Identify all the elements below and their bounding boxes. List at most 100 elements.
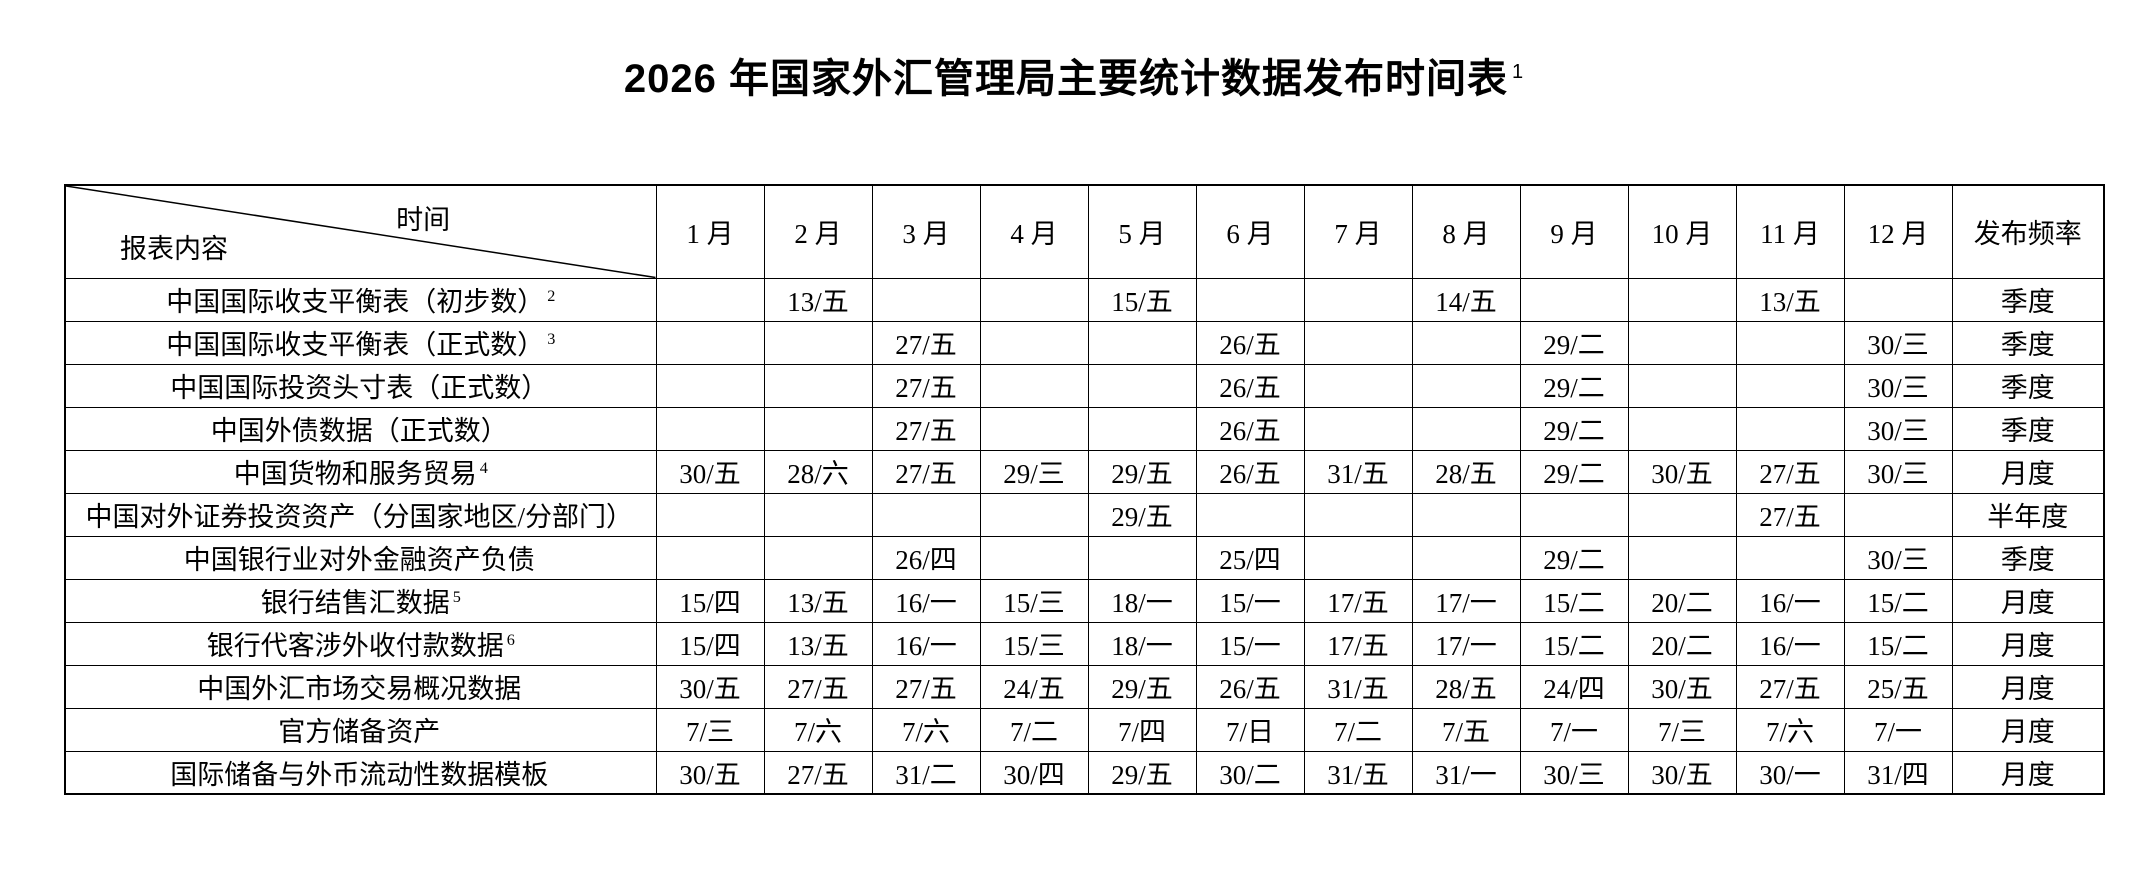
date-cell: 30/五	[1627, 750, 1737, 795]
date-cell: 24/五	[979, 664, 1089, 709]
date-cell: 15/二	[1843, 621, 1953, 666]
date-cell: 15/二	[1519, 578, 1629, 623]
date-cell	[1735, 535, 1845, 580]
month-header-10: 10 月	[1627, 184, 1737, 279]
row-label-text: 中国国际收支平衡表（初步数）	[166, 287, 545, 317]
month-header-3: 3 月	[871, 184, 981, 279]
frequency-cell: 月度	[1951, 664, 2105, 709]
date-cell: 31/一	[1411, 750, 1521, 795]
date-cell: 16/一	[1735, 621, 1845, 666]
date-cell: 25/五	[1843, 664, 1953, 709]
date-cell: 26/四	[871, 535, 981, 580]
date-cell: 27/五	[871, 449, 981, 494]
date-cell	[1627, 320, 1737, 365]
date-cell: 30/五	[1627, 449, 1737, 494]
frequency-cell: 季度	[1951, 363, 2105, 408]
frequency-cell: 季度	[1951, 277, 2105, 322]
frequency-cell: 月度	[1951, 449, 2105, 494]
date-cell: 30/五	[655, 664, 765, 709]
date-cell: 13/五	[1735, 277, 1845, 322]
date-cell: 7/一	[1519, 707, 1629, 752]
row-label: 中国国际收支平衡表（初步数） 2	[64, 277, 657, 322]
date-cell	[871, 277, 981, 322]
row-label-text: 中国对外证券投资资产（分国家地区/分部门）	[85, 502, 633, 532]
frequency-cell: 月度	[1951, 578, 2105, 623]
corner-time-label: 时间	[396, 205, 451, 235]
date-cell: 15/二	[1519, 621, 1629, 666]
date-cell: 29/二	[1519, 406, 1629, 451]
row-label-text: 国际储备与外币流动性数据模板	[170, 759, 549, 790]
date-cell	[1087, 363, 1197, 408]
date-cell	[655, 363, 765, 408]
date-cell	[1843, 492, 1953, 537]
row-label-text: 中国外汇市场交易概况数据	[197, 674, 522, 704]
date-cell: 25/四	[1195, 535, 1305, 580]
month-header-12: 12 月	[1843, 184, 1953, 279]
date-cell	[763, 363, 873, 408]
month-header-1: 1 月	[655, 184, 765, 279]
month-header-6: 6 月	[1195, 184, 1305, 279]
date-cell: 18/一	[1087, 578, 1197, 623]
date-cell	[763, 320, 873, 365]
date-cell: 27/五	[871, 320, 981, 365]
date-cell	[1411, 492, 1521, 537]
date-cell	[1627, 277, 1737, 322]
table-row: 中国外债数据（正式数） 27/五 26/五 29/二 30/三 季度	[64, 406, 2105, 451]
corner-report-content-label: 报表内容	[120, 233, 228, 264]
date-cell	[1195, 492, 1305, 537]
date-cell: 29/五	[1087, 664, 1197, 709]
date-cell	[1519, 277, 1629, 322]
row-label: 中国国际投资头寸表（正式数）	[64, 363, 657, 408]
row-label: 中国银行业对外金融资产负债	[64, 535, 657, 580]
date-cell	[1627, 363, 1737, 408]
date-cell	[1087, 535, 1197, 580]
date-cell	[1411, 363, 1521, 408]
date-cell	[655, 277, 765, 322]
date-cell	[1303, 492, 1413, 537]
table-row: 中国货物和服务贸易 4 30/五 28/六 27/五 29/三 29/五 26/五 31/五 28…	[64, 449, 2105, 494]
date-cell: 30/三	[1843, 449, 1953, 494]
row-label: 银行结售汇数据 5	[64, 578, 657, 623]
date-cell	[1303, 535, 1413, 580]
frequency-cell: 月度	[1951, 707, 2105, 752]
date-cell: 27/五	[1735, 492, 1845, 537]
page-title: 2026 年国家外汇管理局主要统计数据发布时间表 1	[0, 46, 2148, 104]
date-cell: 30/三	[1843, 535, 1953, 580]
date-cell: 13/五	[763, 277, 873, 322]
date-cell: 31/二	[871, 750, 981, 795]
date-cell	[1735, 406, 1845, 451]
row-label-text: 官方储备资产	[278, 717, 441, 747]
date-cell: 28/六	[763, 449, 873, 494]
date-cell: 17/五	[1303, 578, 1413, 623]
date-cell	[1627, 406, 1737, 451]
date-cell: 30/三	[1519, 750, 1629, 795]
date-cell: 27/五	[871, 363, 981, 408]
frequency-cell: 月度	[1951, 750, 2105, 795]
date-cell	[763, 492, 873, 537]
row-label: 中国对外证券投资资产（分国家地区/分部门）	[64, 492, 657, 537]
date-cell	[1195, 277, 1305, 322]
date-cell: 29/五	[1087, 449, 1197, 494]
footnote-marker: 6	[506, 631, 515, 649]
month-header-4: 4 月	[979, 184, 1089, 279]
date-cell: 7/日	[1195, 707, 1305, 752]
row-label: 中国外债数据（正式数）	[64, 406, 657, 451]
date-cell: 30/三	[1843, 363, 1953, 408]
date-cell: 7/二	[979, 707, 1089, 752]
month-header-9: 9 月	[1519, 184, 1629, 279]
row-label: 中国外汇市场交易概况数据	[64, 664, 657, 709]
title-footnote-marker: 1	[1511, 60, 1525, 83]
date-cell: 14/五	[1411, 277, 1521, 322]
month-header-5: 5 月	[1087, 184, 1197, 279]
date-cell	[979, 320, 1089, 365]
row-label-text: 中国外债数据（正式数）	[210, 416, 508, 446]
date-cell: 29/二	[1519, 363, 1629, 408]
date-cell: 15/三	[979, 578, 1089, 623]
date-cell	[655, 406, 765, 451]
date-cell	[1843, 277, 1953, 322]
date-cell: 7/四	[1087, 707, 1197, 752]
frequency-cell: 季度	[1951, 406, 2105, 451]
date-cell: 27/五	[763, 750, 873, 795]
date-cell: 15/二	[1843, 578, 1953, 623]
